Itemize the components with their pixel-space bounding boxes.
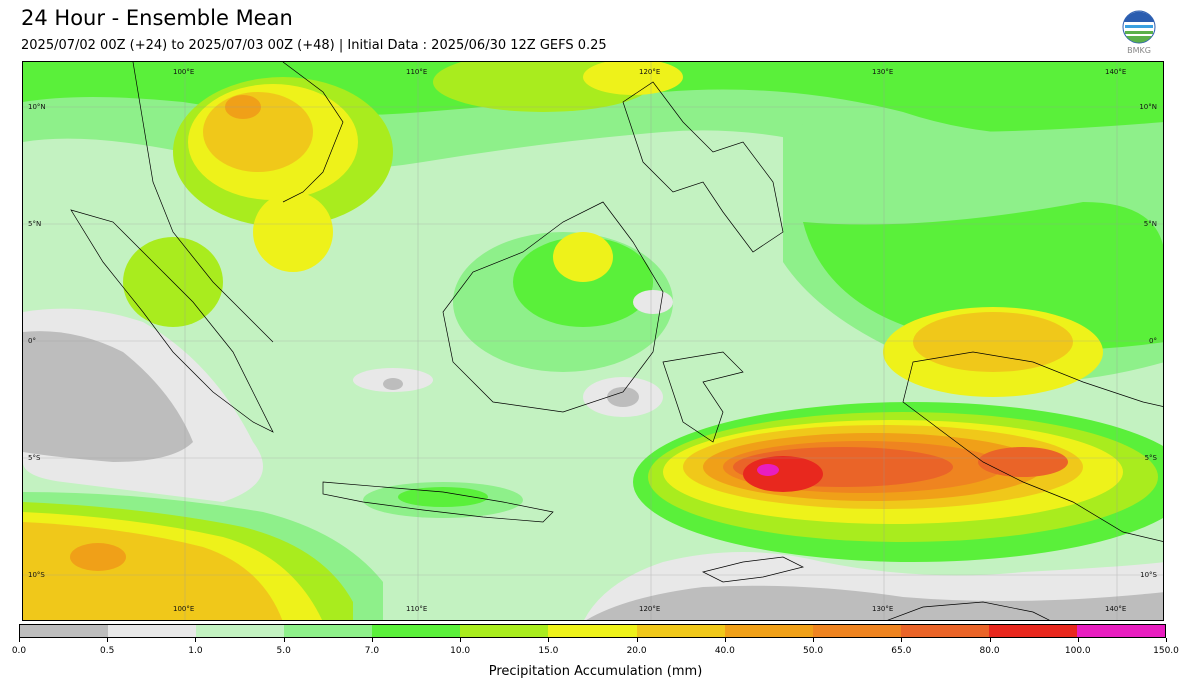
- colorbar-tick-mark: [1166, 638, 1167, 642]
- lat-label-right: 5°N: [1143, 220, 1157, 228]
- lon-label-top: 100°E: [173, 68, 195, 76]
- bmkg-logo-icon: BMKG: [1120, 10, 1158, 56]
- coastline-indochina: [132, 62, 274, 343]
- coastline-newguinea: [902, 351, 1163, 542]
- lon-label-top: 110°E: [406, 68, 428, 76]
- colorbar-tick-label: 7.0: [364, 646, 380, 656]
- lat-label-right: 10°S: [1140, 571, 1157, 579]
- colorbar-segment: [372, 625, 461, 637]
- lon-label-bottom: 100°E: [173, 605, 195, 613]
- colorbar-tick-label: 10.0: [450, 646, 471, 656]
- colorbar-tick-mark: [989, 638, 991, 642]
- colorbar-segment: [812, 625, 901, 637]
- colorbar-tick-label: 40.0: [714, 646, 735, 656]
- colorbar-segment: [196, 625, 285, 637]
- lat-label-right: 10°N: [1139, 103, 1157, 111]
- coastline-borneo: [442, 201, 664, 413]
- precipitation-map: 100°E 110°E 120°E 130°E 140°E 100°E 110°…: [22, 61, 1164, 621]
- page-title: 24 Hour - Ensemble Mean: [21, 6, 293, 30]
- colorbar-tick-mark: [1077, 638, 1079, 642]
- coastline-timor: [701, 556, 805, 583]
- colorbar-segment: [460, 625, 549, 637]
- lat-label-right: 0°: [1149, 337, 1157, 345]
- page-subtitle: 2025/07/02 00Z (+24) to 2025/07/03 00Z (…: [21, 38, 607, 53]
- svg-text:BMKG: BMKG: [1127, 46, 1151, 55]
- colorbar-tick-label: 100.0: [1064, 646, 1091, 656]
- colorbar-tick-mark: [371, 638, 373, 642]
- colorbar-tick-label: 150.0: [1153, 646, 1179, 656]
- colorbar-segment: [1076, 625, 1166, 637]
- lat-label-left: 10°N: [28, 103, 46, 111]
- coastline-australia: [887, 601, 1050, 620]
- lat-label-left: 10°S: [28, 571, 45, 579]
- coastline-java: [322, 481, 554, 523]
- coastline-sulawesi: [662, 351, 744, 443]
- lon-label-bottom: 120°E: [639, 605, 661, 613]
- colorbar-tick-label: 0.5: [100, 646, 115, 656]
- colorbar-tick-label: 20.0: [626, 646, 647, 656]
- colorbar-segment: [636, 625, 725, 637]
- colorbar-tick-label: 15.0: [538, 646, 559, 656]
- lat-label-left: 5°S: [28, 454, 41, 462]
- precipitation-field: [23, 62, 1163, 620]
- colorbar-segment: [284, 625, 373, 637]
- colorbar-segment: [988, 625, 1077, 637]
- colorbar-tick-label: 1.0: [188, 646, 203, 656]
- colorbar-tick-mark: [548, 638, 550, 642]
- lon-label-top: 120°E: [639, 68, 661, 76]
- colorbar-tick-mark: [724, 638, 726, 642]
- lat-label-left: 5°N: [28, 220, 42, 228]
- colorbar-segment: [108, 625, 197, 637]
- colorbar-segment: [20, 625, 109, 637]
- colorbar-label: Precipitation Accumulation (mm): [488, 664, 703, 679]
- lat-label-left: 0°: [28, 337, 36, 345]
- colorbar-tick-label: 80.0: [979, 646, 1000, 656]
- colorbar-tick-label: 65.0: [891, 646, 912, 656]
- colorbar-tick-label: 0.0: [11, 646, 27, 656]
- lon-label-bottom: 130°E: [872, 605, 894, 613]
- colorbar: [19, 624, 1166, 638]
- colorbar-tick-mark: [460, 638, 462, 642]
- lon-label-bottom: 140°E: [1105, 605, 1127, 613]
- colorbar-tick-mark: [901, 638, 903, 642]
- colorbar-tick-label: 50.0: [803, 646, 824, 656]
- lon-label-bottom: 110°E: [406, 605, 428, 613]
- coastline-sumatra: [70, 209, 274, 433]
- colorbar-tick-mark: [283, 638, 285, 642]
- coastline-vietnam: [282, 62, 344, 203]
- lat-label-right: 5°S: [1144, 454, 1157, 462]
- colorbar-segment: [724, 625, 813, 637]
- lon-label-top: 130°E: [872, 68, 894, 76]
- colorbar-segment: [900, 625, 989, 637]
- colorbar-segment: [548, 625, 637, 637]
- coastline-philippines: [622, 81, 784, 253]
- colorbar-tick-label: 5.0: [276, 646, 291, 656]
- colorbar-tick-mark: [19, 638, 20, 642]
- colorbar-tick-mark: [107, 638, 109, 642]
- lon-label-top: 140°E: [1105, 68, 1127, 76]
- colorbar-tick-mark: [636, 638, 638, 642]
- colorbar-tick-mark: [813, 638, 815, 642]
- colorbar-tick-mark: [195, 638, 197, 642]
